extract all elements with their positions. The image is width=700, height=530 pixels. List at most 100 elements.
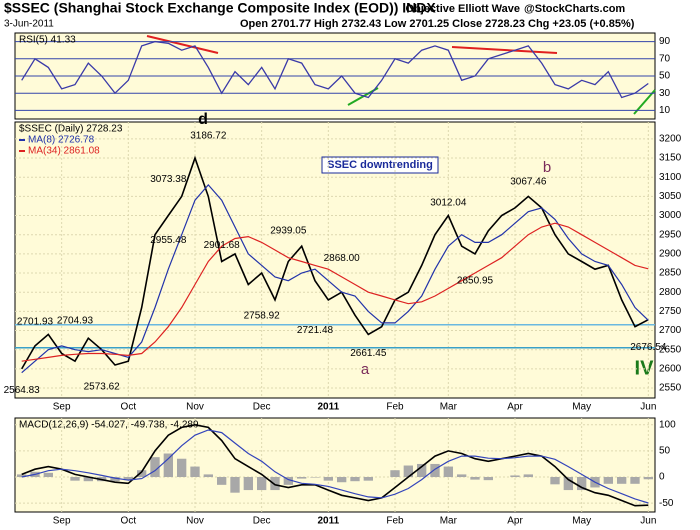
histogram-bar xyxy=(390,470,400,478)
histogram-bar xyxy=(430,463,440,478)
legend-label: MA(34) 2861.08 xyxy=(28,146,100,157)
histogram-bar xyxy=(470,477,480,480)
date: 3-Jun-2011 xyxy=(4,19,54,30)
price-annotation: 2676.54 xyxy=(630,342,667,353)
wave-label: b xyxy=(543,159,551,176)
y-tick-label: 100 xyxy=(659,419,676,430)
histogram-bar xyxy=(337,477,347,483)
wave-label: d xyxy=(198,111,208,128)
legend-label: $SSEC (Daily) 2728.23 xyxy=(19,124,123,135)
price-annotation: 2564.83 xyxy=(4,385,41,396)
histogram-bar xyxy=(563,477,573,491)
histogram-bar xyxy=(643,477,653,480)
histogram-bar xyxy=(150,457,160,478)
price-annotation: 2758.92 xyxy=(244,311,281,322)
y-tick-label: 30 xyxy=(659,88,671,99)
series-line xyxy=(21,423,649,507)
x-tick-label: Sep xyxy=(53,516,71,527)
price-annotation: 3012.04 xyxy=(430,198,467,209)
histogram-bar xyxy=(457,474,467,478)
histogram-bar xyxy=(603,477,613,484)
histogram-bar xyxy=(403,465,413,478)
x-tick-label: Feb xyxy=(386,402,404,413)
histogram-bar xyxy=(323,477,333,481)
histogram-bar xyxy=(630,477,640,484)
price-annotation: 2850.95 xyxy=(457,275,494,286)
histogram-bar xyxy=(230,477,240,493)
macd-panel xyxy=(14,417,656,513)
histogram-bar xyxy=(310,477,320,478)
x-tick-label: Nov xyxy=(186,402,204,413)
y-tick-label: 2750 xyxy=(659,306,682,317)
y-tick-label: 0 xyxy=(659,472,665,483)
x-tick-label: 2011 xyxy=(317,402,339,413)
legend-label: RSI(5) 41.33 xyxy=(19,35,76,46)
x-tick-label: Feb xyxy=(386,516,404,527)
histogram-bar xyxy=(297,477,307,479)
histogram-bar xyxy=(190,466,200,478)
y-tick-label: 2650 xyxy=(659,344,682,355)
price-annotation: 2939.05 xyxy=(270,226,307,237)
brand: Objective Elliott Wave xyxy=(405,3,520,15)
price-annotation: 2573.62 xyxy=(84,382,121,393)
trendline xyxy=(451,46,558,54)
x-tick-label: Oct xyxy=(121,516,137,527)
histogram-bar xyxy=(257,477,267,491)
x-tick-label: Mar xyxy=(440,402,458,413)
histogram-bar xyxy=(177,458,187,478)
y-tick-label: 50 xyxy=(659,446,671,457)
y-tick-label: 2600 xyxy=(659,364,682,375)
histogram-bar xyxy=(43,472,53,478)
histogram-bar xyxy=(577,477,587,491)
y-tick-label: 2950 xyxy=(659,229,682,240)
series-line xyxy=(21,222,649,362)
histogram-bar xyxy=(270,477,280,491)
y-tick-label: 2700 xyxy=(659,325,682,336)
source: @StockCharts.com xyxy=(524,3,625,15)
price-annotation: 2868.00 xyxy=(324,253,361,264)
x-tick-label: May xyxy=(572,516,591,527)
x-tick-label: Dec xyxy=(253,516,271,527)
y-tick-label: 3100 xyxy=(659,172,682,183)
x-tick-label: Sep xyxy=(53,402,71,413)
series-line xyxy=(21,429,649,504)
histogram-bar xyxy=(350,477,360,482)
histogram-bar xyxy=(363,477,373,481)
y-tick-label: 50 xyxy=(659,71,671,82)
price-annotation: 2901.68 xyxy=(204,240,241,251)
histogram-bar xyxy=(510,475,520,478)
y-tick-label: 70 xyxy=(659,53,671,64)
series-line xyxy=(21,155,649,370)
y-tick-label: 2900 xyxy=(659,249,682,260)
histogram-bar xyxy=(417,463,427,478)
histogram-bar xyxy=(123,477,133,481)
histogram-bar xyxy=(17,474,27,478)
y-tick-label: 2550 xyxy=(659,383,682,394)
histogram-bar xyxy=(443,466,453,478)
y-tick-label: -50 xyxy=(659,498,674,509)
x-tick-label: Mar xyxy=(440,516,458,527)
x-tick-label: Oct xyxy=(121,402,137,413)
symbol: $SSEC (Shanghai Stock Exchange Composite… xyxy=(4,0,436,16)
histogram-bar xyxy=(163,453,173,478)
legend-label: MACD(12,26,9) -54.027, -49.738, -4.289 xyxy=(19,420,199,431)
y-tick-label: 2850 xyxy=(659,268,682,279)
y-tick-label: 3050 xyxy=(659,191,682,202)
histogram-bar xyxy=(617,477,627,484)
rsi-line xyxy=(21,40,649,99)
histogram-bar xyxy=(217,477,227,485)
price-annotation: 3186.72 xyxy=(190,131,227,142)
y-tick-label: 90 xyxy=(659,36,671,47)
x-tick-label: Apr xyxy=(507,516,523,527)
note-box xyxy=(321,156,439,174)
price-annotation: 3073.38 xyxy=(150,174,187,185)
price-annotation: 3067.46 xyxy=(510,176,547,187)
y-tick-label: 2800 xyxy=(659,287,682,298)
histogram-bar xyxy=(523,474,533,478)
x-tick-label: 2011 xyxy=(317,516,339,527)
wave-label: IV xyxy=(635,357,655,379)
y-tick-label: 3000 xyxy=(659,210,682,221)
price-annotation: 2661.45 xyxy=(350,348,387,359)
